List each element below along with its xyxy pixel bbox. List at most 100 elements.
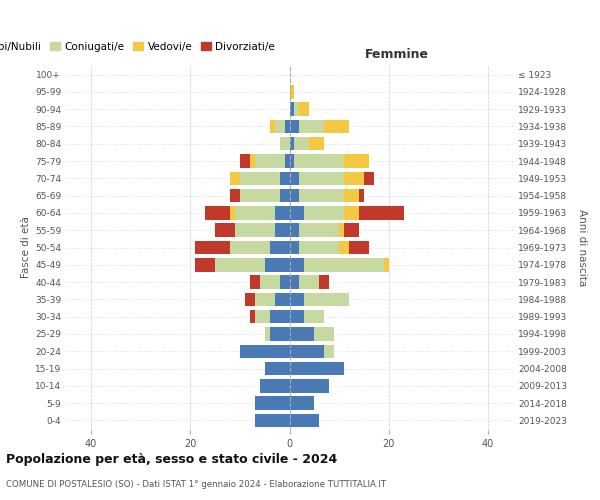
Bar [299, 276, 319, 289]
Bar [255, 292, 275, 306]
Bar [290, 224, 299, 237]
Bar [255, 414, 290, 427]
Bar [310, 137, 324, 150]
Bar [339, 224, 344, 237]
Bar [304, 206, 344, 220]
Bar [265, 258, 290, 272]
Bar [290, 327, 314, 340]
Bar [240, 154, 250, 168]
Bar [275, 120, 284, 133]
Bar [255, 310, 269, 324]
Bar [290, 137, 295, 150]
Bar [269, 241, 290, 254]
Bar [304, 292, 349, 306]
Bar [269, 327, 290, 340]
Bar [295, 102, 299, 116]
Bar [290, 258, 304, 272]
Text: Popolazione per età, sesso e stato civile - 2024: Popolazione per età, sesso e stato civil… [6, 452, 337, 466]
Bar [269, 120, 275, 133]
Bar [215, 224, 235, 237]
Bar [290, 241, 299, 254]
Bar [359, 206, 404, 220]
Bar [299, 189, 344, 202]
Bar [290, 379, 329, 392]
Bar [265, 327, 269, 340]
Bar [290, 310, 304, 324]
Bar [215, 258, 265, 272]
Bar [265, 362, 290, 376]
Bar [304, 258, 384, 272]
Bar [255, 154, 284, 168]
Bar [240, 172, 280, 185]
Bar [284, 154, 290, 168]
Bar [280, 276, 290, 289]
Bar [359, 189, 364, 202]
Legend: Celibi/Nubili, Coniugati/e, Vedovi/e, Divorziati/e: Celibi/Nubili, Coniugati/e, Vedovi/e, Di… [0, 38, 279, 56]
Y-axis label: Anni di nascita: Anni di nascita [577, 209, 587, 286]
Bar [344, 206, 359, 220]
Bar [255, 396, 290, 410]
Bar [275, 206, 290, 220]
Bar [339, 241, 349, 254]
Bar [235, 206, 275, 220]
Bar [290, 172, 299, 185]
Bar [260, 379, 290, 392]
Bar [275, 292, 290, 306]
Bar [240, 189, 280, 202]
Bar [290, 154, 295, 168]
Bar [290, 344, 324, 358]
Bar [230, 189, 240, 202]
Bar [230, 172, 240, 185]
Bar [295, 154, 344, 168]
Bar [250, 154, 255, 168]
Bar [260, 276, 280, 289]
Bar [195, 241, 230, 254]
Bar [295, 137, 310, 150]
Bar [290, 396, 314, 410]
Bar [324, 344, 334, 358]
Bar [230, 206, 235, 220]
Bar [250, 276, 260, 289]
Bar [290, 85, 295, 98]
Bar [205, 206, 230, 220]
Bar [290, 189, 299, 202]
Bar [319, 276, 329, 289]
Bar [364, 172, 374, 185]
Bar [290, 362, 344, 376]
Bar [290, 276, 299, 289]
Bar [275, 224, 290, 237]
Bar [304, 310, 324, 324]
Bar [299, 120, 324, 133]
Bar [314, 327, 334, 340]
Bar [344, 154, 369, 168]
Bar [235, 224, 275, 237]
Bar [349, 241, 369, 254]
Bar [280, 189, 290, 202]
Bar [290, 102, 295, 116]
Bar [344, 189, 359, 202]
Bar [290, 414, 319, 427]
Text: Femmine: Femmine [365, 48, 429, 62]
Y-axis label: Fasce di età: Fasce di età [21, 216, 31, 278]
Bar [384, 258, 389, 272]
Bar [344, 172, 364, 185]
Bar [245, 292, 255, 306]
Bar [290, 206, 304, 220]
Bar [284, 120, 290, 133]
Bar [195, 258, 215, 272]
Bar [280, 172, 290, 185]
Bar [299, 102, 310, 116]
Bar [269, 310, 290, 324]
Bar [230, 241, 269, 254]
Bar [280, 137, 290, 150]
Bar [299, 224, 339, 237]
Bar [299, 172, 344, 185]
Text: COMUNE DI POSTALESIO (SO) - Dati ISTAT 1° gennaio 2024 - Elaborazione TUTTITALIA: COMUNE DI POSTALESIO (SO) - Dati ISTAT 1… [6, 480, 386, 489]
Bar [324, 120, 349, 133]
Bar [240, 344, 290, 358]
Bar [250, 310, 255, 324]
Bar [290, 292, 304, 306]
Bar [299, 241, 339, 254]
Bar [344, 224, 359, 237]
Bar [290, 120, 299, 133]
